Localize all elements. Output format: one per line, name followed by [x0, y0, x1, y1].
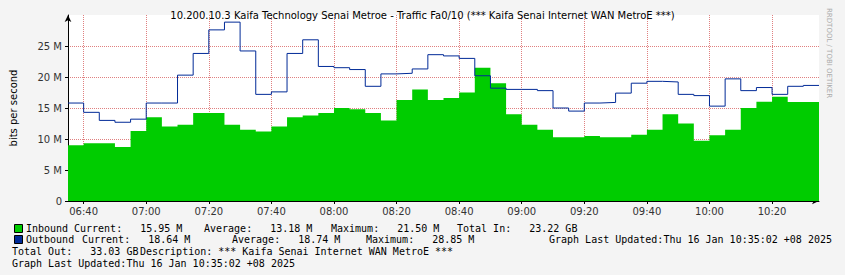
- svg-text:0: 0: [56, 196, 62, 207]
- svg-text:07:00: 07:00: [132, 206, 161, 217]
- svg-text:Maximum: 21.50 M: Maximum: 21.50 M: [331, 223, 439, 234]
- svg-text:Inbound: Inbound: [26, 223, 68, 234]
- svg-text:10:20: 10:20: [758, 206, 787, 217]
- svg-text:RRDTOOL / TOBI OETIKER: RRDTOOL / TOBI OETIKER: [825, 8, 833, 98]
- svg-text:25 M: 25 M: [37, 41, 62, 52]
- svg-text:09:20: 09:20: [570, 206, 599, 217]
- svg-text:08:40: 08:40: [445, 206, 474, 217]
- svg-text:10 M: 10 M: [37, 134, 62, 145]
- svg-text:Maximum: 28.85 M: Maximum: 28.85 M: [366, 234, 474, 245]
- svg-text:09:40: 09:40: [632, 206, 661, 217]
- svg-text:Graph Last Updated:Thu 16 Jan: Graph Last Updated:Thu 16 Jan 10:35:02 +…: [12, 258, 295, 269]
- svg-text:08:20: 08:20: [382, 206, 411, 217]
- svg-text:Total Out: 33.03 GB: Total Out: 33.03 GB: [12, 246, 138, 257]
- svg-text:15 M: 15 M: [37, 103, 62, 114]
- svg-text:10:00: 10:00: [695, 206, 724, 217]
- svg-text:Average: 18.74 M: Average: 18.74 M: [232, 234, 340, 245]
- svg-text:5 M: 5 M: [44, 165, 62, 176]
- svg-text:bits per second: bits per second: [8, 70, 19, 147]
- svg-text:Current: 18.64 M: Current: 18.64 M: [82, 234, 190, 245]
- svg-text:09:00: 09:00: [507, 206, 536, 217]
- svg-text:Outbound: Outbound: [26, 234, 74, 245]
- svg-text:20 M: 20 M: [37, 72, 62, 83]
- svg-text:Average: 13.18 M: Average: 13.18 M: [204, 223, 312, 234]
- svg-text:07:40: 07:40: [257, 206, 286, 217]
- svg-text:Current: 15.95 M: Current: 15.95 M: [74, 223, 182, 234]
- svg-text:08:00: 08:00: [320, 206, 349, 217]
- svg-text:10.200.10.3 Kaifa Technology S: 10.200.10.3 Kaifa Technology Senai Metro…: [170, 10, 675, 21]
- svg-text:06:40: 06:40: [69, 206, 98, 217]
- svg-text:Total In: 23.22 GB: Total In: 23.22 GB: [457, 223, 577, 234]
- svg-text:Description: *** Kaifa Senai I: Description: *** Kaifa Senai Internet WA…: [140, 246, 453, 257]
- svg-text:Graph Last Updated:Thu 16 Jan: Graph Last Updated:Thu 16 Jan 10:35:02 +…: [549, 234, 832, 245]
- svg-text:07:20: 07:20: [194, 206, 223, 217]
